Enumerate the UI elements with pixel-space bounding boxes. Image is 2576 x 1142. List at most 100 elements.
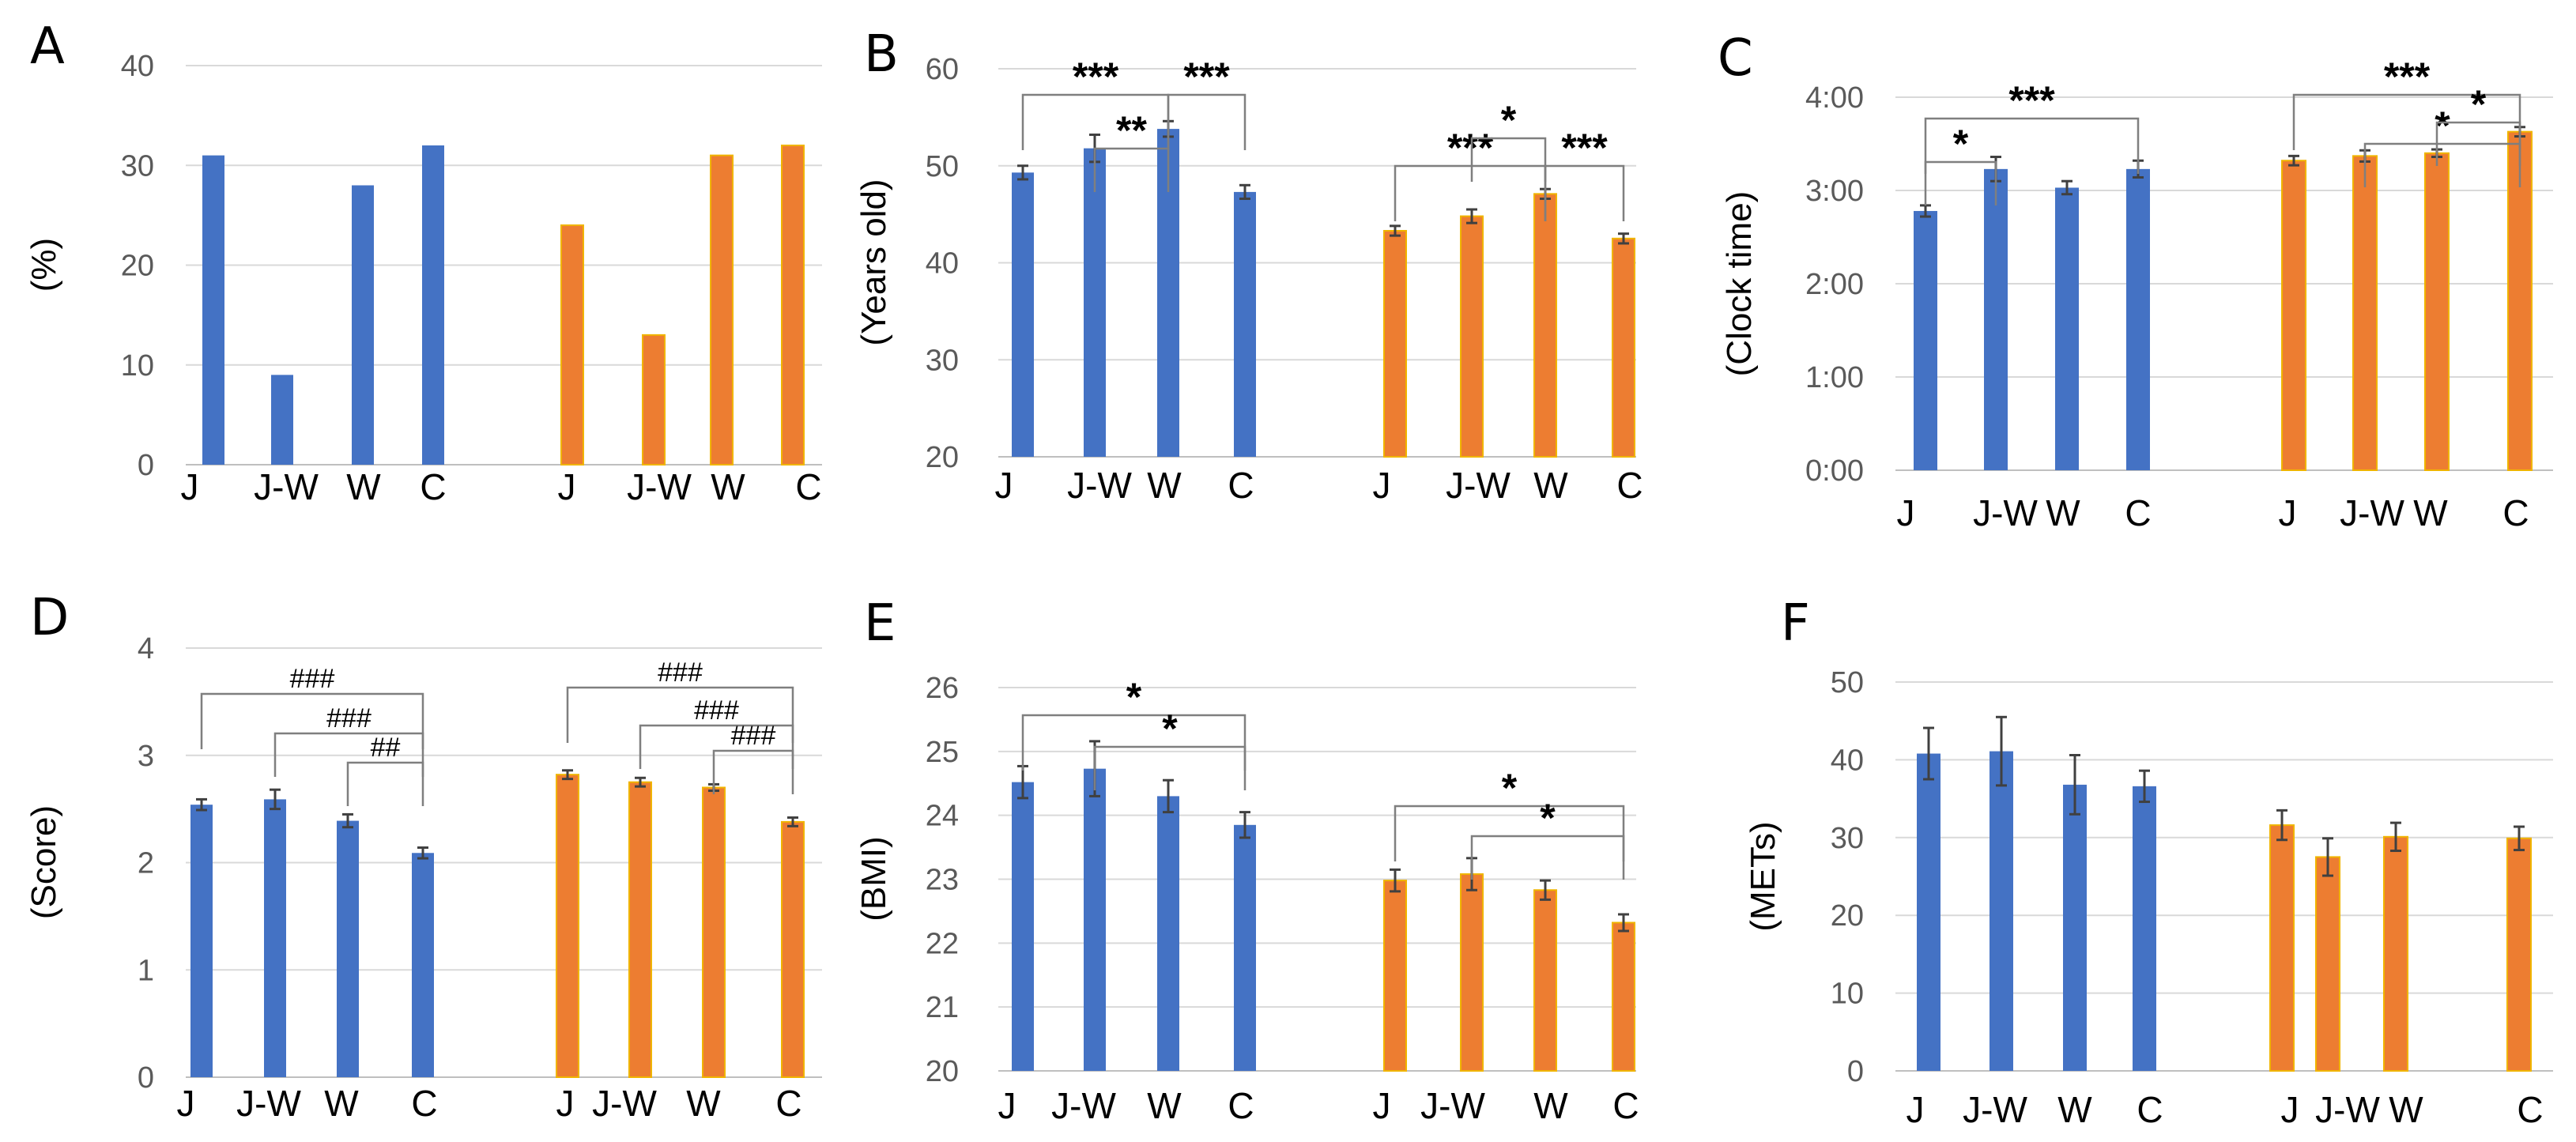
x-tick-label: J — [181, 466, 199, 507]
y-tick-label: 1:00 — [1805, 361, 1864, 394]
bar-group-1-w — [2063, 784, 2087, 1071]
x-tick-label: W — [324, 1083, 359, 1124]
bar-group-1-w — [1157, 796, 1179, 1071]
x-tick-label: J — [558, 466, 576, 507]
x-tick-label: J — [177, 1083, 195, 1124]
y-tick-label: 20 — [121, 250, 154, 283]
x-tick-label: J-W — [1973, 492, 2038, 533]
y-tick-label: 20 — [1831, 899, 1864, 933]
bar-group-2-j-w — [2315, 856, 2340, 1072]
significance-label: ### — [290, 664, 335, 694]
x-tick-label: J — [2279, 492, 2297, 533]
y-tick-label: 3 — [138, 740, 154, 773]
x-tick-label: J-W — [236, 1083, 301, 1124]
bar-group-2-j-w — [1460, 215, 1484, 458]
x-tick-label: C — [795, 466, 821, 507]
bar-group-2-j — [1383, 880, 1407, 1072]
x-tick-label: C — [775, 1083, 801, 1124]
bar-group-1-j — [1914, 210, 1937, 470]
bar-group-2-w — [710, 154, 734, 465]
bar-group-1-j — [1012, 172, 1034, 457]
significance-label: * — [1540, 796, 1556, 840]
y-tick-label: 40 — [926, 247, 959, 281]
x-tick-label: W — [2413, 492, 2448, 533]
significance-label: *** — [1183, 55, 1230, 99]
x-tick-label: W — [1533, 1085, 1568, 1126]
significance-label: *** — [2384, 55, 2431, 99]
y-axis-label: (METs) — [1744, 821, 1782, 931]
bar-group-2-j-w — [2352, 155, 2378, 471]
y-tick-label: 26 — [926, 672, 959, 705]
y-tick-label: 0 — [138, 1061, 154, 1095]
y-tick-label: 40 — [1831, 744, 1864, 777]
y-tick-label: 22 — [926, 927, 959, 960]
bar-group-1-j-w — [1990, 751, 2013, 1071]
x-tick-label: J — [998, 1085, 1016, 1126]
y-tick-label: 0 — [138, 449, 154, 482]
y-axis-label: (BMI) — [854, 836, 893, 922]
significance-bracket — [639, 724, 794, 769]
significance-label: * — [2471, 82, 2487, 126]
y-tick-label: 21 — [926, 991, 959, 1024]
x-tick-label: J — [556, 1083, 575, 1124]
bar-group-2-c — [2507, 130, 2533, 471]
x-tick-label: J-W — [1446, 465, 1511, 506]
significance-bracket — [1924, 160, 1997, 205]
y-tick-label: 0 — [1847, 1055, 1864, 1088]
x-tick-label: C — [2517, 1089, 2543, 1130]
x-tick-label: J-W — [2315, 1089, 2380, 1130]
x-tick-label: J-W — [592, 1083, 657, 1124]
x-tick-label: W — [686, 1083, 721, 1124]
panel-c: C0:001:002:003:004:00(Clock time)J J-W W C J… — [1718, 29, 2553, 533]
bar-group-2-c — [1612, 922, 1635, 1072]
x-tick-label: W — [1533, 465, 1568, 506]
x-tick-label: C — [1612, 1085, 1639, 1126]
bar-group-1-w — [2055, 187, 2079, 470]
y-tick-label: 1 — [138, 954, 154, 987]
x-tick-label: W — [1147, 465, 1182, 506]
significance-label: * — [1953, 122, 1969, 166]
x-tick-label: C — [2125, 492, 2151, 533]
significance-label: *** — [2008, 78, 2055, 122]
y-tick-label: 40 — [121, 50, 154, 83]
bar-group-2-w — [1533, 889, 1557, 1072]
bar-group-1-c — [422, 145, 444, 465]
bar-group-2-j — [1383, 229, 1407, 458]
x-tick-label: C — [1228, 465, 1254, 506]
significance-bracket — [1093, 745, 1247, 790]
x-tick-label: J — [1897, 492, 1915, 533]
significance-bracket — [2435, 121, 2521, 166]
x-tick-label: J — [2281, 1089, 2299, 1130]
bar-group-2-c — [1612, 237, 1635, 458]
y-tick-label: 20 — [926, 441, 959, 474]
x-tick-label: W — [346, 466, 381, 507]
x-tick-label: C — [1228, 1085, 1254, 1126]
y-tick-label: 2 — [138, 847, 154, 880]
bar-group-1-j — [1012, 782, 1034, 1071]
x-tick-label: C — [1616, 465, 1643, 506]
bar-group-1-c — [1234, 191, 1256, 457]
y-tick-label: 24 — [926, 800, 959, 833]
significance-bracket — [1394, 164, 1547, 221]
significance-bracket — [1093, 147, 1170, 192]
y-tick-label: 10 — [1831, 978, 1864, 1011]
significance-bracket — [712, 749, 794, 794]
significance-label: * — [1502, 766, 1518, 810]
x-tick-label: W — [1147, 1085, 1182, 1126]
y-tick-label: 50 — [926, 150, 959, 183]
y-tick-label: 2:00 — [1805, 268, 1864, 301]
y-tick-label: 23 — [926, 864, 959, 897]
y-tick-label: 10 — [121, 349, 154, 383]
significance-bracket — [1394, 805, 1625, 861]
significance-bracket — [273, 732, 424, 777]
significance-label: * — [1501, 98, 1517, 142]
x-tick-label: J-W — [2340, 492, 2404, 533]
panel-letter: F — [1781, 594, 1810, 653]
bar-group-2-j-w — [1460, 873, 1484, 1072]
significance-label: ### — [731, 721, 776, 751]
significance-bracket — [200, 692, 424, 749]
x-tick-label: J — [1373, 1085, 1391, 1126]
